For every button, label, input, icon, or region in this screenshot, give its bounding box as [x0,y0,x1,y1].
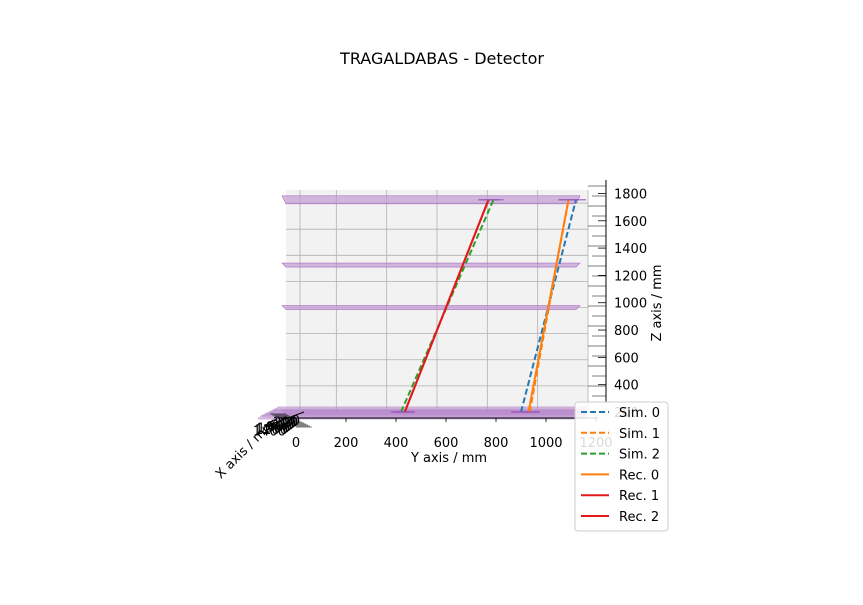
series-line-3 [527,199,570,413]
axes: 0200400600800100012002004006008001000120… [253,180,647,451]
z-tick-label: 1400 [614,242,647,257]
y-axis-label: Y axis / mm [410,451,487,466]
chart-title: TRAGALDABAS - Detector [339,49,544,68]
detector-plane [281,305,581,310]
z-axis-label: Z axis / mm [650,264,665,341]
detector-plane [281,262,581,268]
detector-plane [281,195,581,205]
legend-label-0: Sim. 0 [619,406,660,421]
legend-label-1: Sim. 1 [619,427,660,442]
x-tick-label: 1000 [257,422,290,437]
legend-label-5: Rec. 2 [619,510,659,525]
legend-label-3: Rec. 0 [619,468,659,483]
z-tick-label: 1600 [614,215,647,230]
detector-planes [257,195,587,420]
y-tick-label: 200 [334,436,359,451]
y-tick-label: 0 [292,436,300,451]
series-line-5 [403,199,490,413]
legend: Sim. 0 Sim. 1 Sim. 2 Rec. 0 Rec. 1 Rec. 2 [574,401,669,532]
z-tick-label: 1200 [614,269,647,284]
x-tick-label: 800 [267,420,292,435]
x-tick-label: 1400 [253,425,286,440]
x-axis-label: X axis / mm [213,417,278,482]
y-tick-label: 600 [434,436,459,451]
back-pane [266,190,606,418]
series-lines [391,199,586,413]
series-line-2 [400,199,495,413]
legend-label-2: Sim. 2 [619,448,660,463]
legend-label-4: Rec. 1 [619,489,659,504]
z-tick-label: 600 [614,351,639,366]
y-tick-label: 400 [384,436,409,451]
x-tick-label: 1200 [255,423,288,438]
legend-box [574,401,669,532]
z-tick-label: 400 [614,379,639,394]
z-tick-label: 1800 [614,187,647,202]
x-tick-label: 0 [292,414,300,429]
y-tick-label: 800 [484,436,509,451]
z-tick-label: 1000 [614,297,647,312]
y-tick-label: 1000 [529,436,562,451]
z-tick-label: 800 [614,324,639,339]
